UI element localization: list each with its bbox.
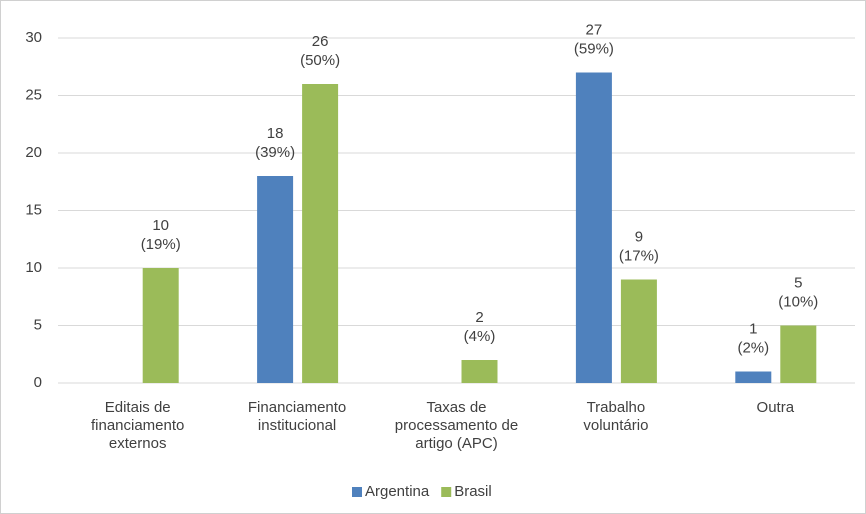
data-label: 18 <box>267 125 284 142</box>
y-tick-label: 30 <box>25 29 42 46</box>
x-tick-label: Trabalho <box>587 399 646 416</box>
legend-label: Argentina <box>365 483 430 500</box>
x-tick-label: financiamento <box>91 417 184 434</box>
data-label: (59%) <box>574 40 614 57</box>
legend-swatch <box>441 487 452 497</box>
data-label: (2%) <box>737 339 769 356</box>
data-label: 1 <box>749 320 757 337</box>
x-tick-label: voluntário <box>583 417 648 434</box>
data-label: (19%) <box>141 236 181 253</box>
y-tick-label: 20 <box>25 144 42 161</box>
x-tick-label: Editais de <box>105 399 171 416</box>
data-label: (50%) <box>300 52 340 69</box>
bar <box>735 371 772 383</box>
data-label: 10 <box>152 217 169 234</box>
y-tick-label: 15 <box>25 201 42 218</box>
legend-label: Brasil <box>454 483 492 500</box>
x-tick-label: Outra <box>757 399 795 416</box>
data-label: 27 <box>586 21 603 38</box>
y-tick-label: 25 <box>25 86 42 103</box>
x-tick-label: artigo (APC) <box>415 435 498 452</box>
data-label: 26 <box>312 33 329 50</box>
data-label: (4%) <box>464 328 496 345</box>
data-label: (17%) <box>619 247 659 264</box>
bar <box>142 268 179 383</box>
data-label: (39%) <box>255 144 295 161</box>
data-label: 2 <box>475 309 483 326</box>
bar <box>620 279 657 383</box>
bar <box>575 72 612 383</box>
bar <box>461 360 498 383</box>
x-tick-label: Taxas de <box>426 399 486 416</box>
y-tick-label: 0 <box>34 374 42 391</box>
bar <box>257 176 294 383</box>
y-tick-label: 5 <box>34 316 42 333</box>
legend-swatch <box>352 487 362 497</box>
x-tick-label: processamento de <box>395 417 518 434</box>
x-tick-label: Financiamento <box>248 399 346 416</box>
bar <box>780 325 817 383</box>
data-label: 9 <box>635 228 643 245</box>
x-tick-label: institucional <box>258 417 336 434</box>
data-label: (10%) <box>778 293 818 310</box>
data-label: 5 <box>794 274 802 291</box>
y-tick-label: 10 <box>25 259 42 276</box>
bar <box>302 84 339 383</box>
x-tick-label: externos <box>109 435 167 452</box>
